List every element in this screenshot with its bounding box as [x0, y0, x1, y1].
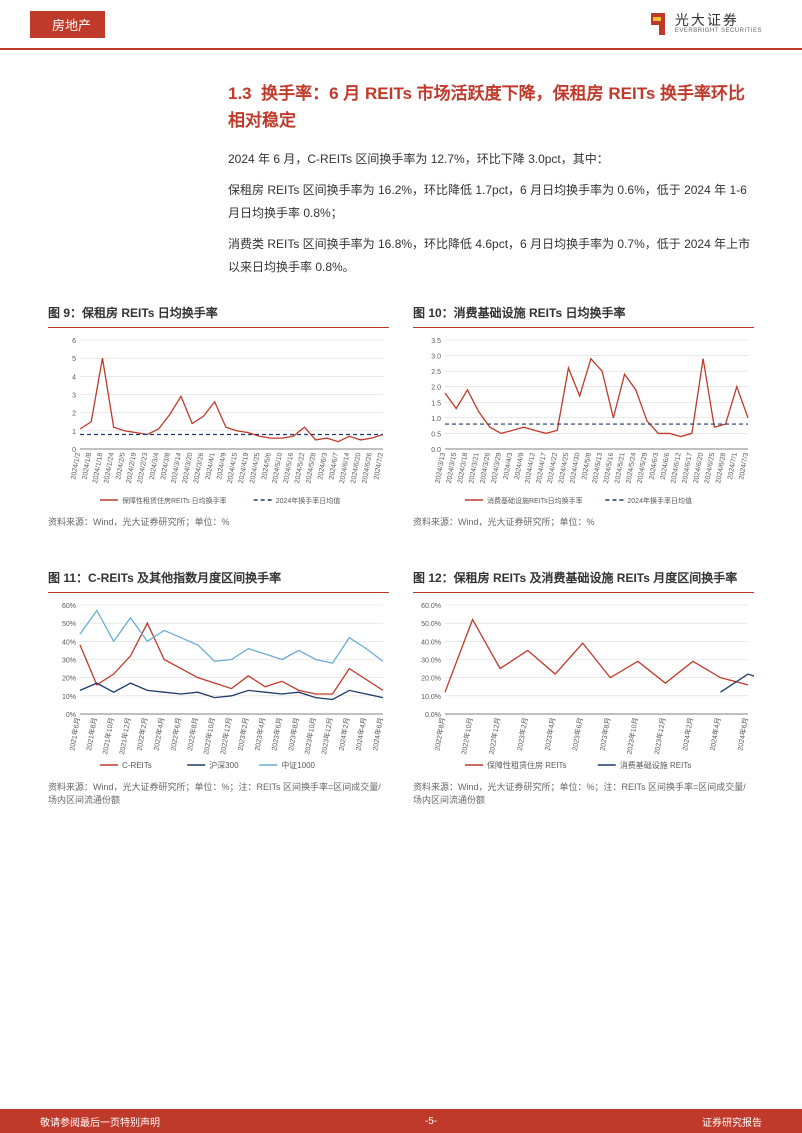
page-footer: 敬请参阅最后一页特别声明 -5- 证券研究报告 — [0, 1109, 802, 1133]
charts-grid: 图 9：保租房 REITs 日均换手率 01234562024/1/22024/… — [48, 304, 754, 806]
svg-text:40%: 40% — [62, 639, 76, 646]
svg-text:60%: 60% — [62, 603, 76, 610]
svg-text:沪深300: 沪深300 — [209, 760, 239, 770]
svg-text:3.0: 3.0 — [431, 354, 441, 361]
chart-fig9: 图 9：保租房 REITs 日均换手率 01234562024/1/22024/… — [48, 304, 389, 529]
svg-text:2.0: 2.0 — [431, 385, 441, 392]
company-logo: 光大证券 EVERBRIGHT SECURITIES — [647, 11, 762, 37]
svg-text:60.0%: 60.0% — [421, 603, 441, 610]
svg-text:2: 2 — [72, 411, 76, 418]
svg-text:30%: 30% — [62, 657, 76, 664]
svg-text:50.0%: 50.0% — [421, 621, 441, 628]
chart-title: 图 10：消费基础设施 REITs 日均换手率 — [413, 304, 754, 328]
page-header: 房地产 光大证券 EVERBRIGHT SECURITIES — [0, 0, 802, 50]
svg-text:3.5: 3.5 — [431, 338, 441, 345]
chart-source: 资料来源：Wind，光大证券研究所；单位：% — [48, 516, 389, 529]
chart-svg: 0.00.51.01.52.02.53.03.52024/3/132024/3/… — [413, 334, 754, 509]
chart-svg: 01234562024/1/22024/1/82024/1/182024/1/2… — [48, 334, 389, 509]
chart-svg: 0.0%10.0%20.0%30.0%40.0%50.0%60.0%2022年8… — [413, 599, 754, 774]
chart-title: 图 9：保租房 REITs 日均换手率 — [48, 304, 389, 328]
logo-icon — [647, 11, 669, 37]
footer-right: 证券研究报告 — [702, 1114, 762, 1129]
footer-left: 敬请参阅最后一页特别声明 — [40, 1114, 160, 1129]
svg-text:2024年换手率日均值: 2024年换手率日均值 — [276, 496, 341, 505]
svg-text:保障性租赁住房 REITs: 保障性租赁住房 REITs — [487, 760, 567, 770]
svg-text:1: 1 — [72, 429, 76, 436]
svg-text:1.5: 1.5 — [431, 401, 441, 408]
svg-text:消费基础设施 REITs: 消费基础设施 REITs — [620, 760, 692, 770]
chart-source: 资料来源：Wind，光大证券研究所；单位：%；注：REITs 区间换手率=区间成… — [413, 781, 754, 806]
svg-text:消费基础设施REITs日均换手率: 消费基础设施REITs日均换手率 — [487, 496, 583, 505]
svg-text:5: 5 — [72, 357, 76, 364]
svg-text:0.0%: 0.0% — [425, 712, 441, 719]
svg-text:C-REITs: C-REITs — [122, 761, 152, 770]
footer-page: -5- — [425, 1116, 437, 1127]
chart-fig12: 图 12：保租房 REITs 及消费基础设施 REITs 月度区间换手率 0.0… — [413, 569, 754, 806]
chart-source: 资料来源：Wind，光大证券研究所；单位：% — [413, 516, 754, 529]
svg-text:中证1000: 中证1000 — [281, 760, 315, 770]
svg-text:2.5: 2.5 — [431, 370, 441, 377]
logo-text-cn: 光大证券 — [675, 13, 762, 28]
category-tag: 房地产 — [30, 11, 105, 38]
paragraph: 保租房 REITs 区间换手率为 16.2%，环比降低 1.7pct，6 月日均… — [228, 179, 754, 225]
section-title: 1.3 换手率：6 月 REITs 市场活跃度下降，保租房 REITs 换手率环… — [228, 80, 754, 134]
svg-text:3: 3 — [72, 393, 76, 400]
svg-text:40.0%: 40.0% — [421, 639, 441, 646]
svg-text:6: 6 — [72, 338, 76, 345]
svg-text:30.0%: 30.0% — [421, 657, 441, 664]
svg-text:20%: 20% — [62, 676, 76, 683]
main-content: 1.3 换手率：6 月 REITs 市场活跃度下降，保租房 REITs 换手率环… — [0, 50, 802, 816]
svg-text:10%: 10% — [62, 694, 76, 701]
chart-title: 图 12：保租房 REITs 及消费基础设施 REITs 月度区间换手率 — [413, 569, 754, 593]
svg-text:0.5: 0.5 — [431, 432, 441, 439]
chart-fig10: 图 10：消费基础设施 REITs 日均换手率 0.00.51.01.52.02… — [413, 304, 754, 529]
svg-text:4: 4 — [72, 375, 76, 382]
svg-text:2024年换手率日均值: 2024年换手率日均值 — [627, 496, 692, 505]
svg-text:10.0%: 10.0% — [421, 694, 441, 701]
chart-fig11: 图 11：C-REITs 及其他指数月度区间换手率 0%10%20%30%40%… — [48, 569, 389, 806]
logo-text-en: EVERBRIGHT SECURITIES — [675, 28, 762, 35]
chart-source: 资料来源：Wind，光大证券研究所；单位：%；注：REITs 区间换手率=区间成… — [48, 781, 389, 806]
chart-svg: 0%10%20%30%40%50%60%2021年6月2021年8月2021年1… — [48, 599, 389, 774]
svg-text:1.0: 1.0 — [431, 416, 441, 423]
chart-title: 图 11：C-REITs 及其他指数月度区间换手率 — [48, 569, 389, 593]
svg-text:20.0%: 20.0% — [421, 676, 441, 683]
svg-text:保障性租赁住房REITs 日均换手率: 保障性租赁住房REITs 日均换手率 — [122, 496, 227, 505]
paragraph: 2024 年 6 月，C-REITs 区间换手率为 12.7%，环比下降 3.0… — [228, 148, 754, 171]
paragraph: 消费类 REITs 区间换手率为 16.8%，环比降低 4.6pct，6 月日均… — [228, 233, 754, 279]
svg-text:50%: 50% — [62, 621, 76, 628]
